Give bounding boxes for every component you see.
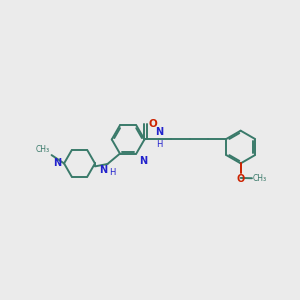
Text: CH₃: CH₃ <box>253 174 267 183</box>
Text: N: N <box>155 128 164 137</box>
Text: N: N <box>139 156 147 166</box>
Text: O: O <box>236 174 245 184</box>
Text: H: H <box>109 168 115 177</box>
Text: N: N <box>54 158 62 168</box>
Text: H: H <box>156 140 163 149</box>
Text: O: O <box>148 119 158 129</box>
Text: CH₃: CH₃ <box>36 145 50 154</box>
Text: N: N <box>99 165 107 175</box>
